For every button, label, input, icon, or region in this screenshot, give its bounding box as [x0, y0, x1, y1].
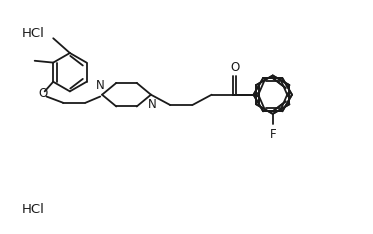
- Text: HCl: HCl: [22, 27, 45, 40]
- Text: O: O: [38, 87, 47, 100]
- Text: N: N: [148, 98, 157, 111]
- Text: HCl: HCl: [22, 203, 45, 216]
- Text: F: F: [269, 128, 276, 141]
- Text: O: O: [230, 61, 239, 74]
- Text: N: N: [96, 79, 105, 92]
